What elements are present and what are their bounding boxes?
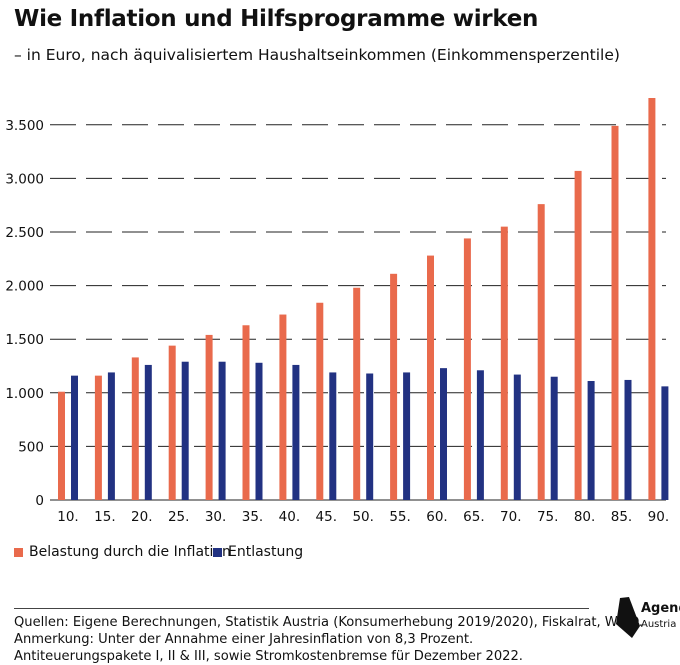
- logo-text-austria: Austria: [641, 619, 677, 630]
- y-tick-label: 1.000: [5, 386, 44, 402]
- y-tick-label: 3.500: [5, 118, 44, 134]
- bar-belastung: [500, 226, 508, 500]
- chart-title: Wie Inflation und Hilfsprogramme wirken: [14, 6, 539, 32]
- y-tick-label: 1.500: [5, 332, 44, 348]
- bar-belastung: [205, 334, 213, 500]
- legend-item-entlastung: Entlastung: [213, 544, 303, 560]
- footer-sources: Quellen: Eigene Berechnungen, Statistik …: [14, 615, 644, 630]
- x-tick-label: 35.: [242, 509, 263, 525]
- x-tick-label: 45.: [316, 509, 337, 525]
- x-tick-label: 30.: [205, 509, 226, 525]
- bar-belastung: [611, 125, 619, 500]
- footer-divider: [14, 608, 589, 609]
- bar-belastung: [537, 204, 545, 501]
- legend-swatch-entlastung: [213, 547, 222, 557]
- y-tick-label: 3.000: [5, 171, 44, 187]
- bar-entlastung: [107, 372, 115, 500]
- x-tick-label: 85.: [611, 509, 632, 525]
- x-tick-label: 15.: [94, 509, 115, 525]
- bar-entlastung: [366, 373, 374, 500]
- legend-swatch-belastung: [14, 547, 23, 557]
- bar-belastung: [168, 345, 176, 500]
- x-tick-label: 10.: [57, 509, 78, 525]
- agenda-austria-logo: Agenda Austria: [614, 594, 680, 640]
- legend-label-belastung: Belastung durch die Inflation: [29, 544, 231, 560]
- bar-entlastung: [218, 361, 226, 500]
- y-tick-label: 0: [35, 493, 44, 509]
- bar-belastung: [316, 302, 324, 500]
- x-tick-label: 75.: [537, 509, 558, 525]
- bar-entlastung: [292, 364, 300, 500]
- y-tick-label: 500: [18, 439, 44, 455]
- bar-entlastung: [181, 361, 189, 500]
- legend-item-belastung: Belastung durch die Inflation: [14, 544, 231, 560]
- footer-note-2: Antiteuerungspakete I, II & III, sowie S…: [14, 649, 523, 664]
- bar-entlastung: [144, 364, 152, 500]
- footer-note: Anmerkung: Unter der Annahme einer Jahre…: [14, 632, 474, 647]
- bar-belastung: [648, 98, 656, 500]
- x-tick-label: 20.: [131, 509, 152, 525]
- y-tick-label: 2.000: [5, 279, 44, 295]
- x-tick-label: 25.: [168, 509, 189, 525]
- x-tick-label: 60.: [426, 509, 447, 525]
- logo-text-agenda: Agenda: [641, 601, 680, 616]
- bar-belastung: [279, 314, 287, 500]
- bar-entlastung: [624, 379, 632, 500]
- bar-chart: 0 500 1.000 1.500 2.000 2.500 3.000 3.500 10. 15.…: [5, 98, 669, 525]
- bar-belastung: [463, 238, 471, 500]
- x-tick-label: 65.: [463, 509, 484, 525]
- bar-belastung: [94, 375, 102, 500]
- bar-entlastung: [329, 372, 337, 500]
- footer-notes: Quellen: Eigene Berechnungen, Statistik …: [14, 614, 643, 665]
- bar-belastung: [574, 170, 582, 500]
- bar-entlastung: [661, 386, 669, 500]
- bar-entlastung: [403, 372, 411, 500]
- x-tick-label: 80.: [574, 509, 595, 525]
- bar-entlastung: [476, 370, 484, 500]
- bar-belastung: [131, 357, 139, 500]
- x-tick-label: 40.: [279, 509, 300, 525]
- chart-subtitle: – in Euro, nach äquivalisiertem Haushalt…: [14, 46, 620, 64]
- logo-mark-icon: [616, 597, 640, 638]
- x-tick-label: 90.: [648, 509, 669, 525]
- bar-belastung: [242, 325, 250, 500]
- bar-entlastung: [550, 376, 558, 500]
- bar-entlastung: [440, 368, 447, 500]
- x-tick-label: 50.: [352, 509, 373, 525]
- legend-label-entlastung: Entlastung: [228, 544, 304, 560]
- bar-belastung: [353, 287, 361, 500]
- bar-belastung: [58, 391, 65, 500]
- bar-entlastung: [255, 362, 263, 500]
- x-tick-label: 55.: [389, 509, 410, 525]
- bar-belastung: [427, 255, 434, 500]
- y-tick-label: 2.500: [5, 225, 44, 241]
- x-tick-label: 70.: [500, 509, 521, 525]
- bar-entlastung: [513, 374, 521, 500]
- bar-entlastung: [71, 375, 78, 500]
- bar-belastung: [390, 273, 398, 500]
- bar-entlastung: [587, 381, 595, 500]
